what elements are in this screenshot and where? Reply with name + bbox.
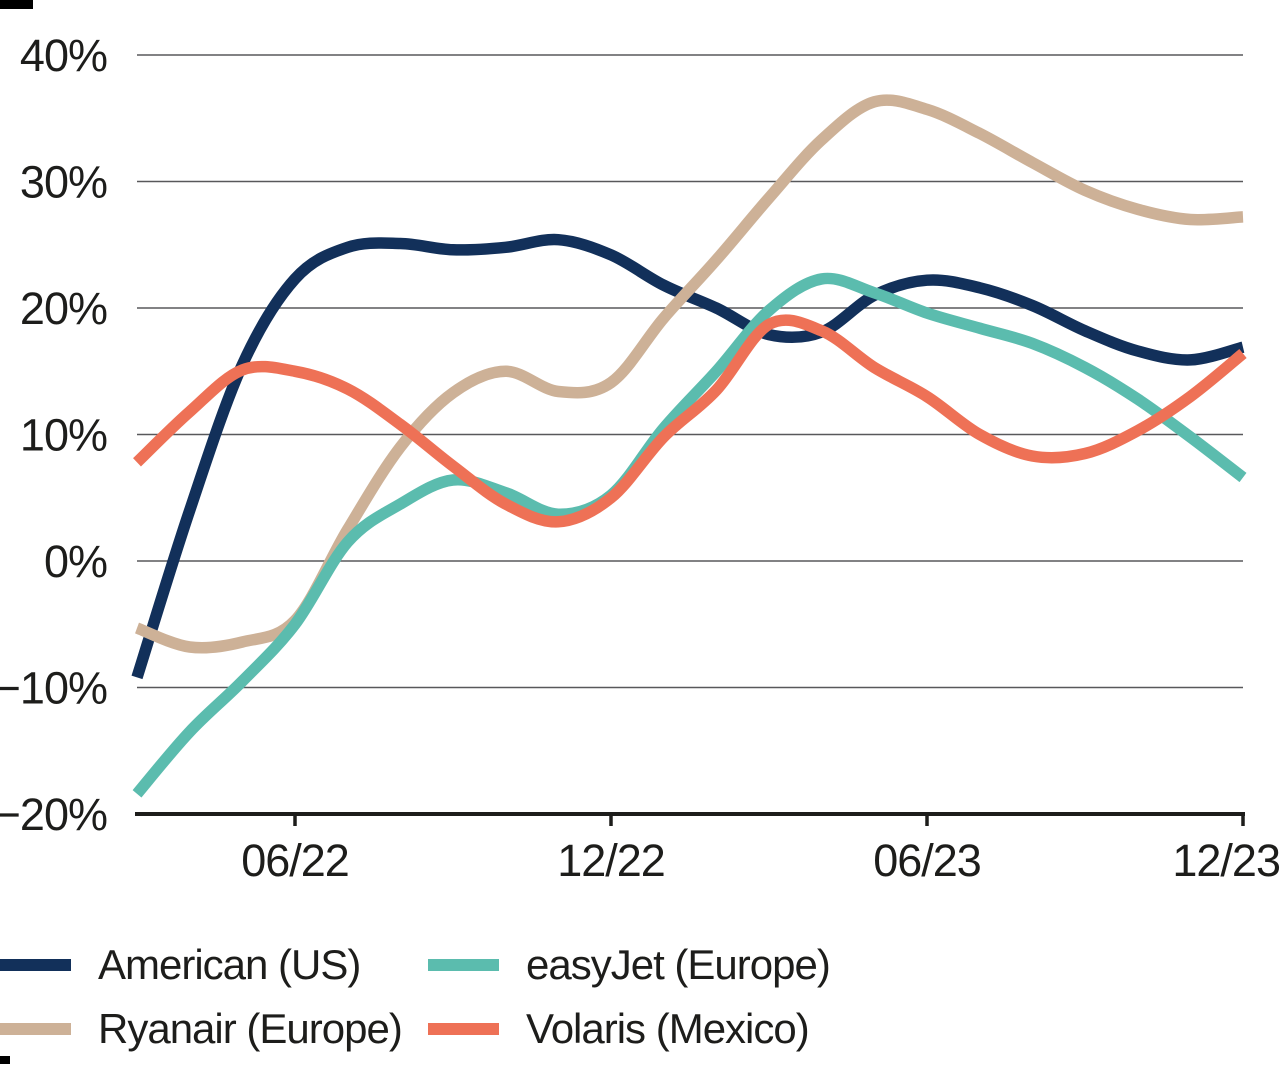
legend-label-ryanair: Ryanair (Europe) (98, 1005, 403, 1052)
legend-swatch-volaris (428, 1023, 499, 1035)
y-axis-label: −20% (0, 789, 107, 840)
series-line-american-us (131, 233, 1245, 680)
y-axis-label: 40% (20, 30, 107, 81)
y-axis-label: 10% (20, 410, 107, 461)
x-axis-label: 06/22 (241, 835, 349, 886)
legend-label-easyjet: easyJet (Europe) (526, 941, 831, 988)
legend-swatch-american (0, 959, 71, 971)
legend-label-american: American (US) (98, 941, 361, 988)
legend-item-volaris: Volaris (Mexico) (428, 1005, 810, 1052)
top-left-corner-mark (0, 0, 33, 9)
series-line-easyjet-europe (132, 272, 1247, 798)
legend-label-volaris: Volaris (Mexico) (526, 1005, 810, 1052)
x-axis-label: 12/23 (1172, 835, 1280, 886)
legend-swatch-ryanair (0, 1023, 71, 1035)
y-axis-label: 20% (20, 283, 107, 334)
series-line-volaris-mexico (133, 314, 1247, 528)
bottom-left-corner-mark (0, 1056, 10, 1064)
legend-item-american: American (US) (0, 941, 361, 988)
y-axis-label: −10% (0, 663, 107, 714)
y-axis-label: 30% (20, 157, 107, 208)
legend-swatch-easyjet (428, 959, 499, 971)
line-chart: 40% 30% 20% 10% 0% −10% −20% 06/22 12/22 06/23 12/… (0, 30, 1280, 886)
y-axis-label: 0% (44, 536, 107, 587)
x-axis-label: 12/22 (557, 835, 665, 886)
legend-item-easyjet: easyJet (Europe) (428, 941, 831, 988)
legend-item-ryanair: Ryanair (Europe) (0, 1005, 403, 1052)
x-axis-label: 06/23 (873, 835, 981, 886)
